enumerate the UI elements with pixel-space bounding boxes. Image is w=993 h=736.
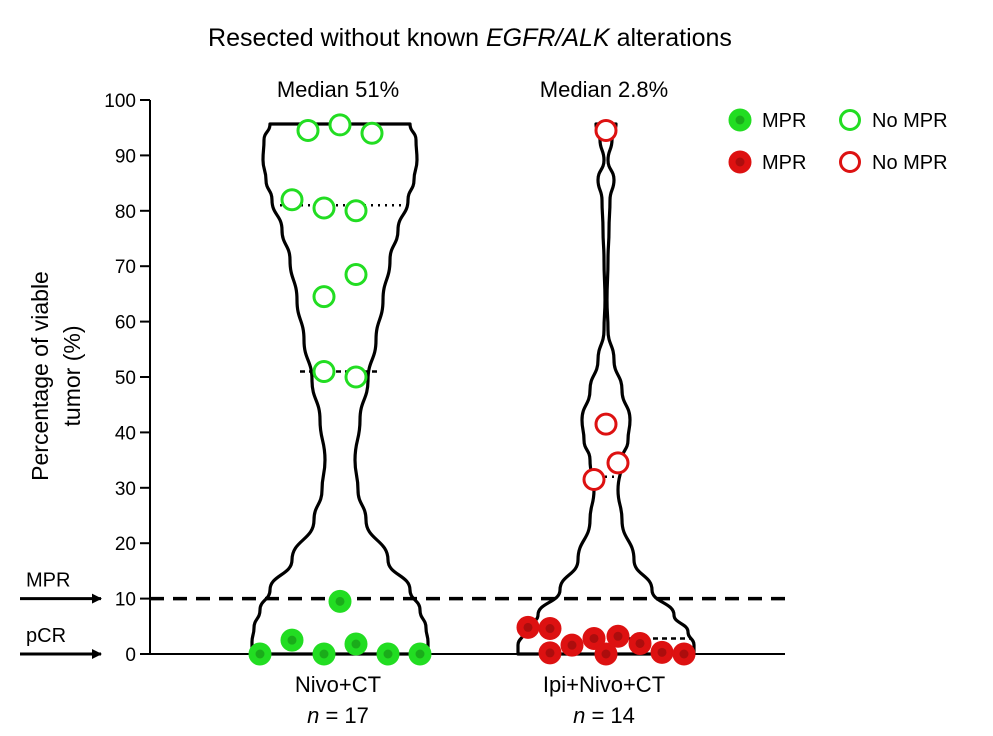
violin-2 — [516, 122, 696, 656]
y-tick-label: 50 — [115, 368, 136, 389]
n-value: = 17 — [319, 703, 369, 728]
y-tick-label: 10 — [115, 590, 136, 611]
no-mpr-point — [344, 199, 368, 223]
mpr-point — [408, 642, 432, 666]
chart-title: Resected without known EGFR/ALK alterati… — [208, 24, 732, 52]
legend-mpr-marker-core — [735, 157, 745, 167]
threshold-lines: MPR pCR — [20, 570, 785, 659]
mpr-arrow-label: MPR — [26, 570, 70, 592]
legend-label: MPR — [762, 152, 806, 174]
mpr-point-core — [351, 639, 361, 649]
median-label: Median 51% — [277, 77, 399, 102]
mpr-point — [376, 642, 400, 666]
y-tick-label: 30 — [115, 479, 136, 500]
mpr-point — [582, 626, 606, 650]
mpr-point-core — [589, 633, 599, 643]
mpr-point — [672, 642, 696, 666]
n-value: = 14 — [585, 703, 635, 728]
legend-label: No MPR — [872, 152, 948, 174]
mpr-point-core — [567, 640, 577, 650]
mpr-point — [560, 633, 584, 657]
no-mpr-point — [360, 121, 384, 145]
mpr-point-core — [613, 631, 623, 641]
mpr-point — [248, 642, 272, 666]
n-label: n = 17 — [307, 703, 369, 728]
mpr-point — [344, 632, 368, 656]
mpr-point — [516, 615, 540, 639]
mpr-point-core — [415, 649, 425, 659]
no-mpr-point — [296, 118, 320, 142]
legend-no-mpr-marker — [839, 109, 861, 131]
title-prefix: Resected without known — [208, 24, 486, 52]
mpr-point-core — [335, 596, 345, 606]
no-mpr-point — [594, 412, 618, 436]
mpr-point — [312, 642, 336, 666]
mpr-point — [594, 642, 618, 666]
mpr-point-core — [545, 648, 555, 658]
no-mpr-point — [594, 118, 618, 142]
mpr-point-core — [319, 649, 329, 659]
legend-mpr-marker — [728, 150, 752, 174]
data-points — [248, 113, 696, 666]
mpr-point-core — [679, 649, 689, 659]
no-mpr-point — [280, 188, 304, 212]
mpr-point-core — [657, 647, 667, 657]
mpr-point-core — [545, 624, 555, 634]
y-tick-label: 70 — [115, 257, 136, 278]
legend-label: MPR — [762, 110, 806, 132]
y-tick-label: 90 — [115, 146, 136, 167]
y-tick-label: 0 — [125, 645, 136, 666]
pcr-arrow-label: pCR — [26, 625, 66, 647]
y-tick-label: 20 — [115, 534, 136, 555]
n-label: n = 14 — [573, 703, 635, 728]
legend: MPR No MPR MPR No MPR — [728, 108, 948, 174]
mpr-point — [606, 624, 630, 648]
mpr-point-core — [287, 635, 297, 645]
title-italic: EGFR/ALK — [486, 24, 611, 52]
no-mpr-point — [344, 365, 368, 389]
group-name-label: Nivo+CT — [295, 672, 381, 697]
median-label: Median 2.8% — [540, 77, 668, 102]
mpr-point — [538, 617, 562, 641]
legend-no-mpr-marker — [839, 151, 861, 173]
no-mpr-point — [328, 113, 352, 137]
mpr-point — [628, 631, 652, 655]
y-tick-label: 60 — [115, 313, 136, 334]
violin-1 — [250, 122, 430, 656]
y-axis-label-line1: Percentage of viable — [27, 271, 53, 481]
n-symbol: n — [307, 703, 319, 728]
legend-label: No MPR — [872, 110, 948, 132]
no-mpr-point — [606, 451, 630, 475]
mpr-point-core — [523, 622, 533, 632]
group-name-label: Ipi+Nivo+CT — [543, 672, 665, 697]
mpr-point-core — [255, 649, 265, 659]
mpr-point-core — [601, 649, 611, 659]
mpr-point — [650, 640, 674, 664]
mpr-point-core — [383, 649, 393, 659]
legend-mpr-marker-core — [735, 115, 745, 125]
mpr-point-core — [635, 638, 645, 648]
mpr-point — [538, 641, 562, 665]
y-tick-label: 80 — [115, 202, 136, 223]
mpr-point — [328, 589, 352, 613]
no-mpr-point — [312, 285, 336, 309]
no-mpr-point — [582, 467, 606, 491]
no-mpr-point — [344, 263, 368, 287]
title-suffix: alterations — [610, 24, 732, 52]
n-symbol: n — [573, 703, 585, 728]
legend-mpr-marker — [728, 108, 752, 132]
mpr-point — [280, 628, 304, 652]
no-mpr-point — [312, 196, 336, 220]
y-tick-label: 100 — [104, 91, 136, 112]
y-tick-label: 40 — [115, 423, 136, 444]
y-axis-label: Percentage of viable tumor (%) — [27, 271, 85, 481]
y-axis: 0 10 20 30 40 50 60 70 80 90 100 — [104, 91, 785, 666]
group-labels: Median 51% Nivo+CT n = 17 Median 2.8% Ipi+Ni… — [277, 77, 668, 728]
no-mpr-point — [312, 359, 336, 383]
y-axis-label-line2: tumor (%) — [59, 326, 85, 427]
